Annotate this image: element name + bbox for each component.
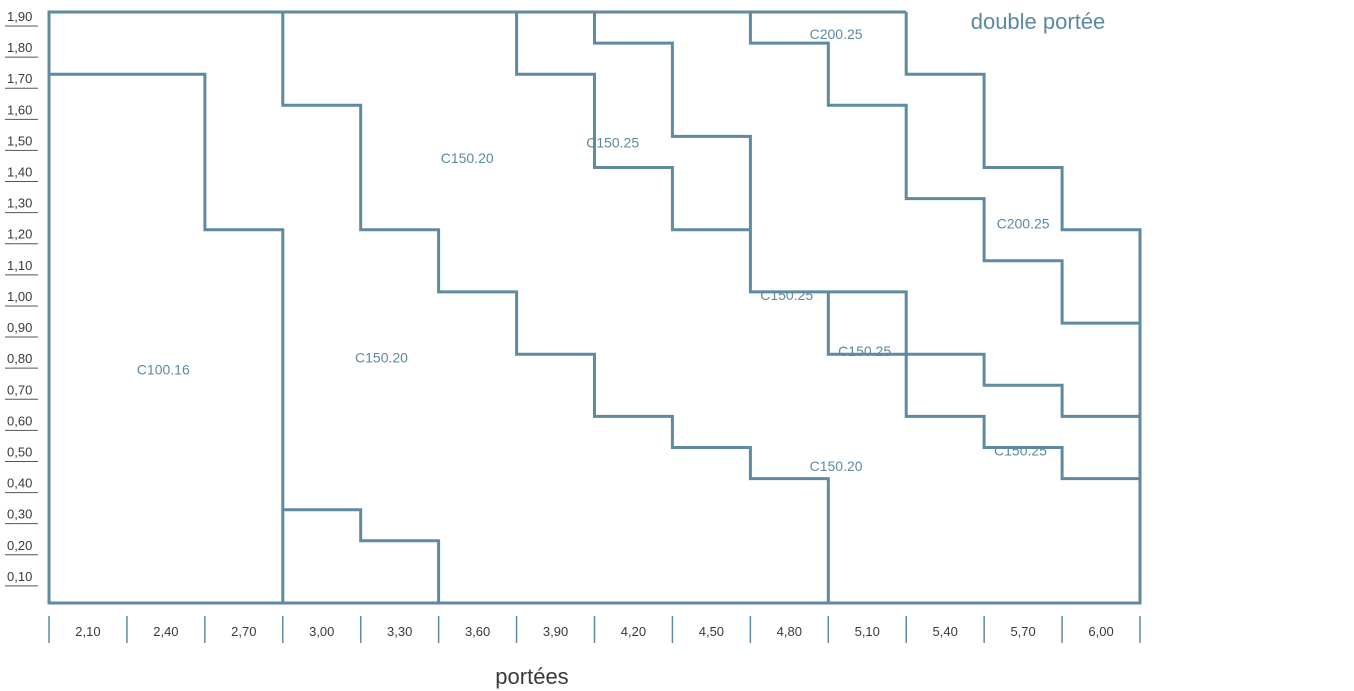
region-label: C150.25	[994, 443, 1047, 459]
region-label: C150.25	[838, 343, 891, 359]
y-axis-ticks: 0,10 0,20 0,30 0,40 0,50 0,60 0,70 0,80 0,90 1,00…	[5, 9, 38, 587]
y-tick-label: 1,50	[7, 133, 32, 148]
x-tick-label: 5,70	[1010, 624, 1035, 639]
y-tick-label: 1,60	[7, 102, 32, 117]
x-tick-label: 5,10	[855, 624, 880, 639]
x-tick-label: 3,30	[387, 624, 412, 639]
x-tick-label: 4,50	[699, 624, 724, 639]
region-boundary	[282, 508, 441, 603]
y-tick-label: 1,80	[7, 40, 32, 55]
x-tick-label: 2,40	[153, 624, 178, 639]
y-tick-label: 0,90	[7, 320, 32, 335]
x-tick-label: 5,40	[933, 624, 958, 639]
region-label: C150.20	[810, 458, 863, 474]
region-boundary	[281, 12, 830, 603]
region-boundary	[828, 290, 1140, 418]
region-label: C150.20	[355, 349, 408, 365]
region-label: C100.16	[137, 362, 190, 378]
region-label: C150.25	[586, 135, 639, 151]
y-tick-label: 1,00	[7, 289, 32, 304]
y-tick-label: 1,70	[7, 71, 32, 86]
y-tick-label: 1,40	[7, 165, 32, 180]
region-label: C150.20	[441, 150, 494, 166]
region-labels: C100.16 C150.20 C150.20 C150.25 C200.25 C200.…	[137, 26, 1050, 474]
y-tick-label: 1,90	[7, 9, 32, 24]
x-tick-label: 3,00	[309, 624, 334, 639]
x-tick-label: 4,80	[777, 624, 802, 639]
y-tick-label: 0,60	[7, 413, 32, 428]
y-tick-label: 0,50	[7, 444, 32, 459]
chart-title: double portée	[971, 9, 1106, 34]
x-tick-label: 2,70	[231, 624, 256, 639]
region-label: C200.25	[997, 216, 1050, 232]
y-tick-label: 0,20	[7, 538, 32, 553]
region-label: C150.25	[760, 287, 813, 303]
x-axis-label: portées	[495, 664, 568, 689]
y-tick-label: 0,40	[7, 476, 32, 491]
region-boundary	[748, 12, 1140, 325]
region-boundaries	[49, 10, 1142, 603]
y-tick-label: 0,80	[7, 351, 32, 366]
y-tick-label: 0,10	[7, 569, 32, 584]
x-tick-label: 3,90	[543, 624, 568, 639]
y-tick-label: 1,30	[7, 196, 32, 211]
region-boundary	[904, 12, 1142, 603]
y-tick-label: 1,20	[7, 227, 32, 242]
x-tick-label: 2,10	[75, 624, 100, 639]
x-axis-tick-labels: 2,10 2,40 2,70 3,00 3,30 3,60 3,90 4,20 4,50 4,80…	[75, 624, 1113, 639]
y-tick-label: 1,10	[7, 258, 32, 273]
chart-axes	[47, 10, 1142, 605]
x-tick-label: 6,00	[1088, 624, 1113, 639]
region-boundary	[593, 12, 752, 230]
region-label: C200.25	[810, 26, 863, 42]
x-tick-label: 3,60	[465, 624, 490, 639]
y-tick-label: 0,70	[7, 382, 32, 397]
y-tick-label: 0,30	[7, 507, 32, 522]
x-tick-label: 4,20	[621, 624, 646, 639]
x-axis-separators	[48, 616, 1141, 643]
region-boundary	[49, 72, 285, 603]
